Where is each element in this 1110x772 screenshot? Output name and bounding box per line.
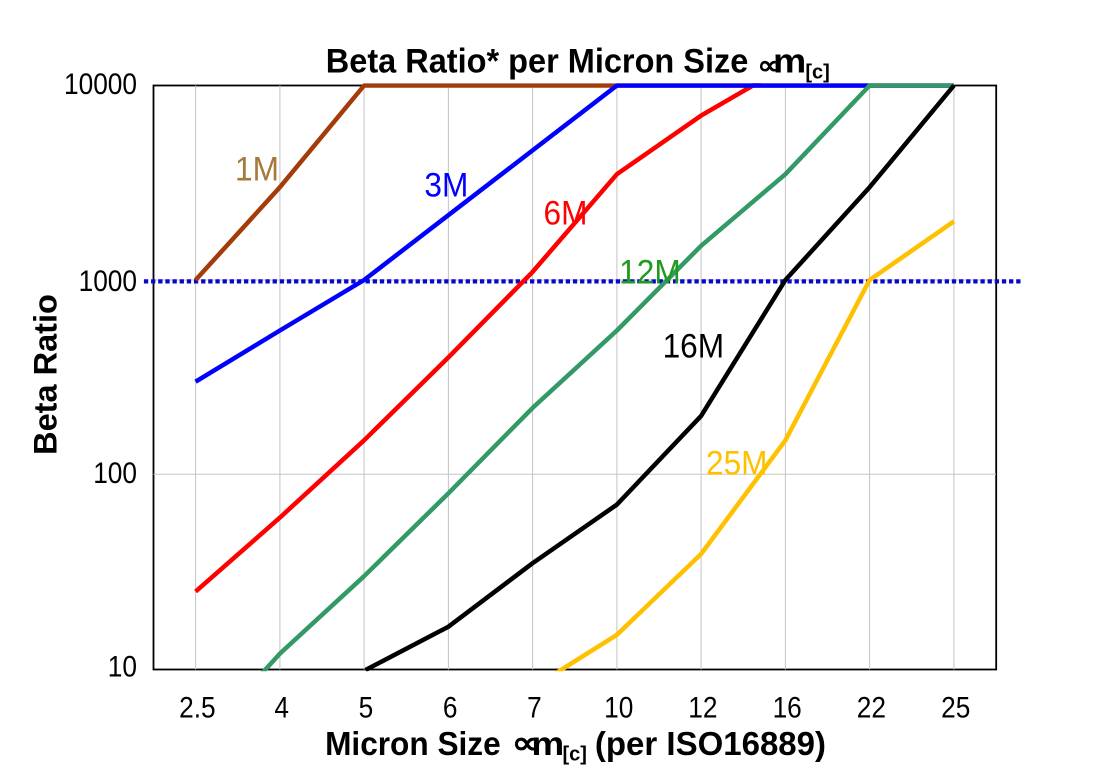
svg-text:Beta Ratio* per Micron Size: Beta Ratio* per Micron Size [326,43,749,81]
svg-text:1000: 1000 [79,265,137,298]
svg-text:m: m [531,726,564,763]
svg-text:16M: 16M [663,327,725,365]
svg-text:Beta Ratio: Beta Ratio [28,294,64,455]
svg-text:∝: ∝ [512,726,539,761]
svg-text:12M: 12M [619,252,681,290]
svg-text:[c]: [c] [805,62,829,84]
svg-text:(per ISO16889): (per ISO16889) [595,725,826,762]
svg-text:1M: 1M [235,149,279,187]
svg-text:7: 7 [527,691,542,724]
svg-text:5: 5 [359,691,374,724]
svg-text:[c]: [c] [563,744,587,766]
svg-text:Micron Size: Micron Size [325,725,501,762]
svg-text:4: 4 [274,691,289,724]
svg-text:6M: 6M [543,193,587,231]
svg-text:25: 25 [941,691,970,724]
svg-text:100: 100 [93,456,137,489]
svg-text:6: 6 [443,691,458,724]
svg-text:10: 10 [604,691,633,724]
svg-text:12: 12 [688,691,717,724]
svg-text:3M: 3M [424,165,468,203]
svg-text:∝: ∝ [757,50,778,79]
svg-text:16: 16 [773,691,802,724]
svg-text:2.5: 2.5 [179,691,215,724]
svg-text:10000: 10000 [64,68,137,101]
svg-text:m: m [773,42,806,80]
svg-text:10: 10 [108,650,137,683]
svg-text:22: 22 [857,691,886,724]
svg-text:25M: 25M [706,444,768,482]
